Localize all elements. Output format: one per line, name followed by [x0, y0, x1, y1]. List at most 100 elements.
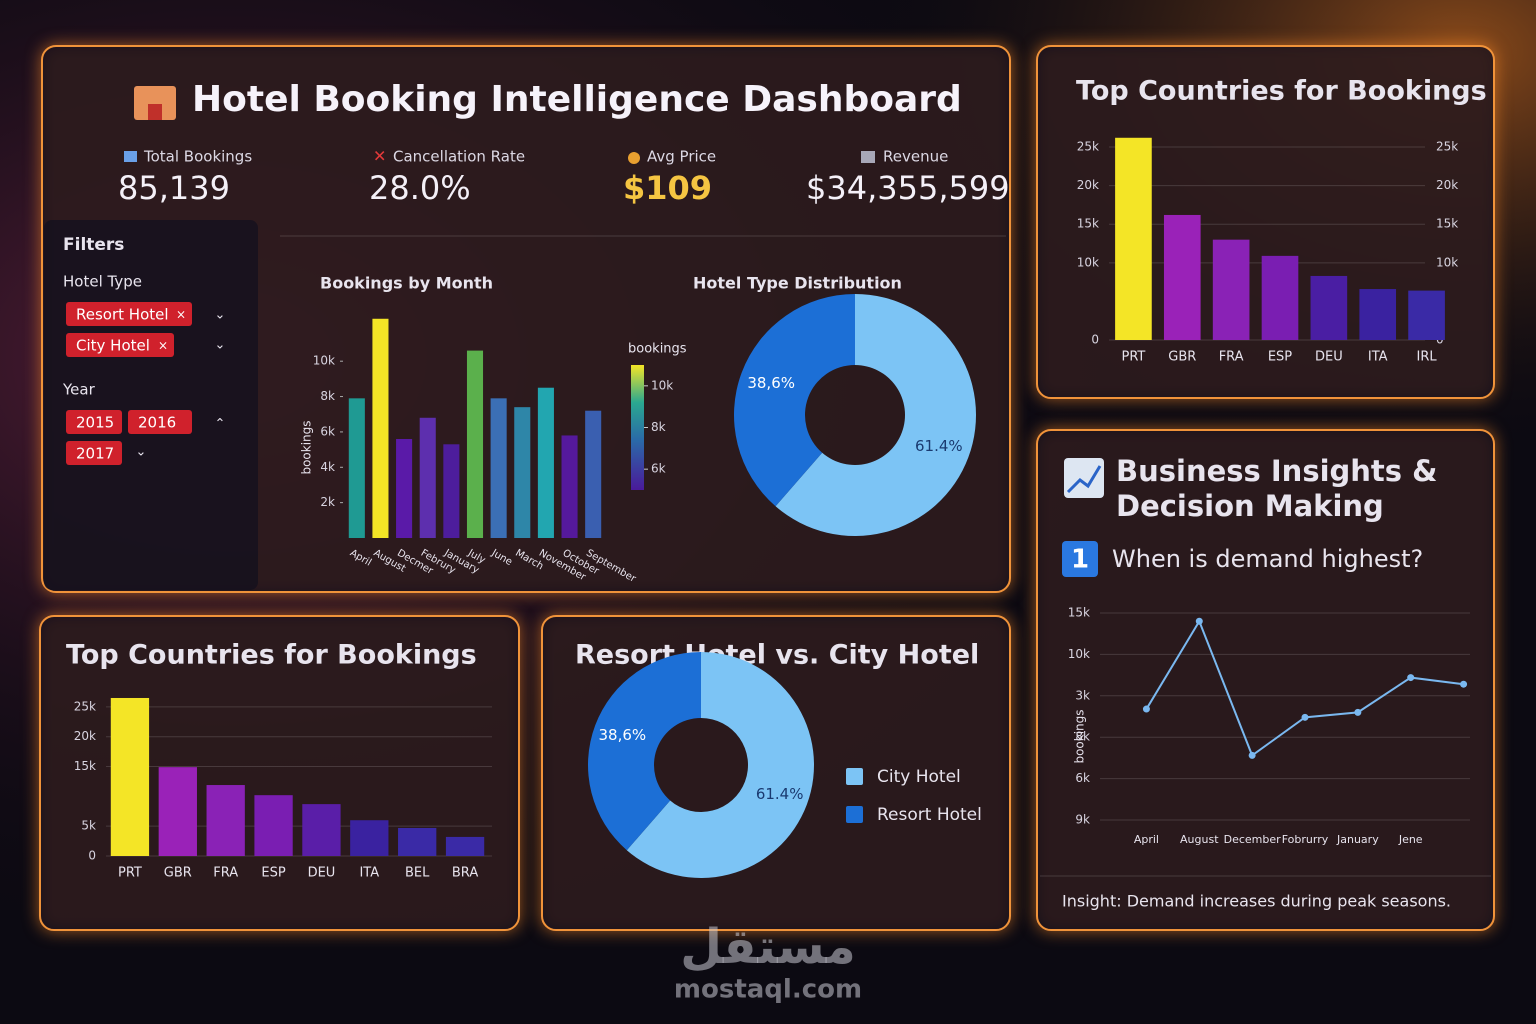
x-tick-label: ESP — [261, 866, 285, 881]
dropdown-arrow[interactable]: ⌄ — [136, 445, 147, 460]
y-tick-label: 10k — [1077, 255, 1099, 269]
x-tick-label: August — [1180, 833, 1219, 846]
x-tick-label: Fobrurry — [1282, 833, 1329, 846]
bar — [1310, 275, 1348, 340]
kpi-label: Cancellation Rate — [393, 148, 525, 166]
donut-slice — [733, 294, 855, 507]
line-point — [1354, 708, 1362, 716]
y-tick-label: 6k — [1075, 771, 1090, 785]
calendar-icon — [124, 151, 137, 162]
colorbar — [631, 365, 644, 490]
legend-swatch — [846, 768, 863, 785]
filter-chip-label: City Hotel — [76, 337, 150, 355]
y-tick-label: 15k — [1436, 217, 1458, 231]
insights-panel — [1036, 429, 1495, 931]
x-tick-label: Jene — [1398, 833, 1423, 846]
x-tick-label: PRT — [1121, 350, 1145, 365]
bar — [254, 795, 293, 856]
watermark: مستقل — [680, 919, 856, 975]
y-tick-label: 4k — [320, 460, 335, 474]
bar — [396, 438, 413, 538]
x-tick-label: BRA — [452, 866, 478, 881]
kpi-value: $34,355,599 — [806, 169, 1010, 207]
y-tick-label: 15k — [1068, 606, 1090, 620]
y-tick-label: 20k — [1077, 178, 1099, 192]
colorbar-tick-label: 6k — [651, 462, 666, 476]
bar — [110, 697, 150, 856]
filter-chip[interactable] — [66, 302, 192, 326]
bar — [1212, 239, 1250, 340]
x-tick-label: FRA — [1219, 350, 1244, 365]
bar — [585, 410, 602, 538]
x-tick-label: PRT — [118, 866, 142, 881]
bar — [514, 407, 531, 538]
x-tick-label: April — [1134, 833, 1159, 846]
x-tick-label: DEU — [1315, 350, 1343, 365]
filter-chip[interactable] — [66, 410, 122, 434]
y-axis-label: bookings — [1073, 709, 1087, 763]
dropdown-arrow[interactable]: ⌃ — [215, 417, 226, 432]
watermark: mostaql.com — [674, 975, 862, 1005]
filters-title: Filters — [63, 235, 124, 255]
line-point — [1460, 680, 1468, 688]
bar — [537, 387, 554, 538]
bar — [348, 398, 365, 538]
slice-label: 61.4% — [915, 437, 963, 455]
number-badge-text: 1 — [1071, 545, 1089, 575]
legend-label: Resort Hotel — [877, 805, 982, 825]
filter-label: Year — [62, 381, 96, 399]
bar — [1163, 214, 1201, 340]
dashboard-title: Hotel Booking Intelligence Dashboard — [192, 79, 962, 120]
colorbar-title: bookings — [628, 342, 687, 357]
legend-swatch — [846, 806, 863, 823]
line-point — [1301, 713, 1309, 721]
x-tick-label: ITA — [359, 866, 379, 881]
y-tick-label: 0 — [88, 849, 96, 863]
bar — [158, 767, 197, 856]
x-icon: ✕ — [373, 147, 386, 166]
hotel-icon — [134, 86, 176, 120]
insights-heading: Decision Making — [1116, 489, 1384, 523]
kpi-value: 28.0% — [369, 169, 471, 207]
bar — [372, 318, 389, 538]
dropdown-arrow[interactable]: ⌄ — [215, 338, 226, 353]
filter-chip[interactable] — [66, 333, 174, 357]
bar — [561, 435, 578, 538]
bag-icon — [628, 152, 640, 164]
bar — [1359, 289, 1397, 340]
chart-title: Hotel Type Distribution — [693, 274, 902, 293]
y-axis-label: bookings — [300, 420, 314, 474]
x-tick-label: ESP — [1268, 350, 1292, 365]
slice-label: 61.4% — [756, 785, 804, 803]
dropdown-arrow[interactable]: ⌄ — [215, 308, 226, 323]
filter-chip-label: 2016 — [138, 414, 176, 432]
y-tick-label: 15k — [74, 759, 96, 773]
line-point — [1142, 705, 1150, 713]
bar — [445, 836, 485, 856]
bar — [443, 444, 460, 538]
y-tick-label: 8k — [320, 389, 335, 403]
kpi-label: Total Bookings — [143, 148, 252, 166]
y-tick-label: 25k — [74, 699, 96, 713]
y-tick-label: 3k — [1075, 688, 1090, 702]
chip-remove[interactable]: × — [158, 339, 168, 353]
filter-chip[interactable] — [128, 410, 192, 434]
y-tick-label: 9k — [1075, 813, 1090, 827]
filter-chip-label: 2015 — [76, 414, 114, 432]
donut-slice — [588, 652, 701, 851]
y-tick-label: 5k — [81, 819, 96, 833]
filter-chip[interactable] — [66, 441, 122, 465]
slice-label: 38,6% — [599, 726, 647, 744]
bar — [490, 398, 507, 538]
x-tick-label: ITA — [1368, 350, 1388, 365]
filter-chip-label: Resort Hotel — [76, 306, 169, 324]
x-tick-label: FRA — [213, 866, 238, 881]
donut-slice — [626, 652, 814, 878]
line-point — [1407, 674, 1415, 682]
chart-icon-line — [1066, 465, 1102, 494]
hotel-icon-door — [148, 104, 162, 120]
x-tick-label: January — [1336, 833, 1379, 846]
chip-remove[interactable]: × — [176, 308, 186, 322]
